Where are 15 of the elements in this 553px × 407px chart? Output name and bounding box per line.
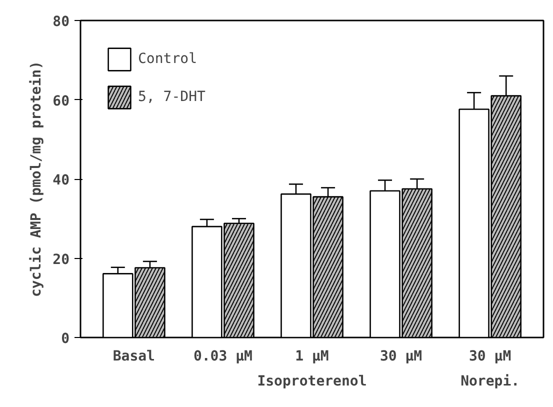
y-tick-label: 40 (52, 172, 70, 188)
y-tick-label: 60 (52, 93, 70, 110)
x-tick-label: 30 µM (380, 348, 422, 364)
legend-label: 5, 7-DHT (138, 89, 206, 105)
x-tick-label: Basal (112, 348, 156, 364)
text: Norepi. (460, 374, 520, 390)
text: Isoproterenol (257, 374, 367, 390)
x-tick-label: 0.03 µM (193, 348, 252, 364)
legend-label: Control (138, 51, 198, 67)
x-tick-label: 1 µM (295, 348, 329, 364)
x-tick-label: 30 µM (469, 348, 512, 364)
y-tick-label: 20 (52, 252, 70, 268)
y-axis-title: cyclic AMP (pmol/mg protein) (28, 60, 45, 297)
y-tick-label: 0 (61, 331, 70, 347)
y-tick-label: 80 (52, 14, 70, 30)
